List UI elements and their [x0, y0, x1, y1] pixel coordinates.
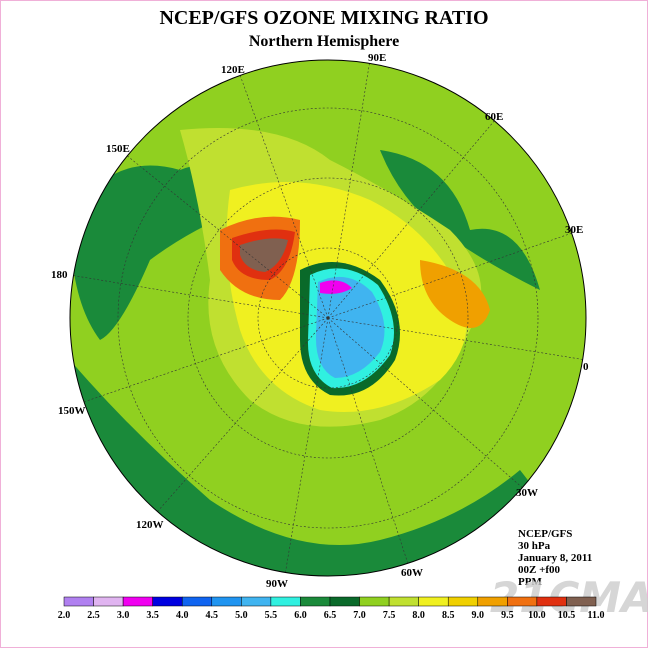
colorbar-label: 8.0 [412, 610, 425, 621]
colorbar-swatch [359, 596, 390, 607]
ozone-map [70, 60, 586, 576]
colorbar-label: 6.5 [324, 610, 337, 621]
colorbar: 2.0 2.5 3.0 3.5 4.0 4.5 5.0 5.5 6.0 6.5 7.0 7.5 8.0 8… [58, 596, 605, 621]
colorbar-label: 2.5 [87, 610, 100, 621]
colorbar-swatch [329, 596, 360, 607]
colorbar-label: 7.5 [383, 610, 396, 621]
colorbar-swatch [477, 596, 508, 607]
colorbar-swatch [63, 596, 94, 607]
colorbar-label: 10.5 [558, 610, 576, 621]
colorbar-label: 4.0 [176, 610, 189, 621]
lon-label: 150W [58, 405, 86, 417]
colorbar-swatch [388, 596, 419, 607]
lon-label: 90W [266, 578, 288, 590]
colorbar-swatch [93, 596, 124, 607]
colorbar-label: 2.0 [58, 610, 71, 621]
colorbar-swatch [211, 596, 242, 607]
colorbar-swatch [181, 596, 213, 607]
lon-label: 120E [221, 64, 245, 76]
colorbar-label: 7.0 [353, 610, 366, 621]
colorbar-label: 5.0 [235, 610, 248, 621]
colorbar-label: 5.5 [265, 610, 278, 621]
colorbar-label: 3.0 [117, 610, 130, 621]
info-line: 30 hPa [518, 540, 551, 552]
colorbar-swatch [418, 596, 449, 607]
colorbar-label: 3.5 [146, 610, 159, 621]
info-block: NCEP/GFS 30 hPa January 8, 2011 00Z +f00… [518, 528, 592, 588]
subtitle: Northern Hemisphere [249, 33, 399, 50]
colorbar-swatch [507, 596, 538, 607]
title: NCEP/GFS OZONE MIXING RATIO [159, 7, 488, 29]
info-line: NCEP/GFS [518, 528, 572, 540]
lon-label: 60E [485, 111, 503, 123]
lon-label: 60W [401, 567, 423, 579]
colorbar-label: 6.0 [294, 610, 307, 621]
colorbar-label: 9.0 [472, 610, 485, 621]
lon-label: 30W [516, 487, 538, 499]
colorbar-swatch [270, 596, 301, 607]
lon-label: 180 [51, 269, 68, 281]
colorbar-swatch [447, 596, 479, 607]
lon-label: 90E [368, 52, 386, 64]
colorbar-swatch [536, 596, 567, 607]
colorbar-label: 9.5 [501, 610, 514, 621]
colorbar-label: 10.0 [528, 610, 546, 621]
colorbar-swatch [152, 596, 183, 607]
lon-label: 0 [583, 361, 589, 373]
lon-label: 120W [136, 519, 164, 531]
map-border [69, 59, 587, 577]
info-line: 00Z +f00 [518, 564, 561, 576]
lon-label: 150E [106, 143, 130, 155]
info-line: PPM [518, 576, 542, 588]
colorbar-swatch [566, 596, 597, 607]
colorbar-label: 8.5 [442, 610, 455, 621]
colorbar-label: 11.0 [588, 610, 605, 621]
colorbar-swatch [300, 596, 331, 607]
longitude-labels: 90E 60E 30E 0 30W 60W 90W 120W 150W 180 … [51, 52, 589, 590]
colorbar-swatch [241, 596, 272, 607]
lon-label: 30E [565, 224, 583, 236]
colorbar-label: 4.5 [206, 610, 219, 621]
info-line: January 8, 2011 [518, 552, 592, 564]
colorbar-swatch [122, 596, 153, 607]
